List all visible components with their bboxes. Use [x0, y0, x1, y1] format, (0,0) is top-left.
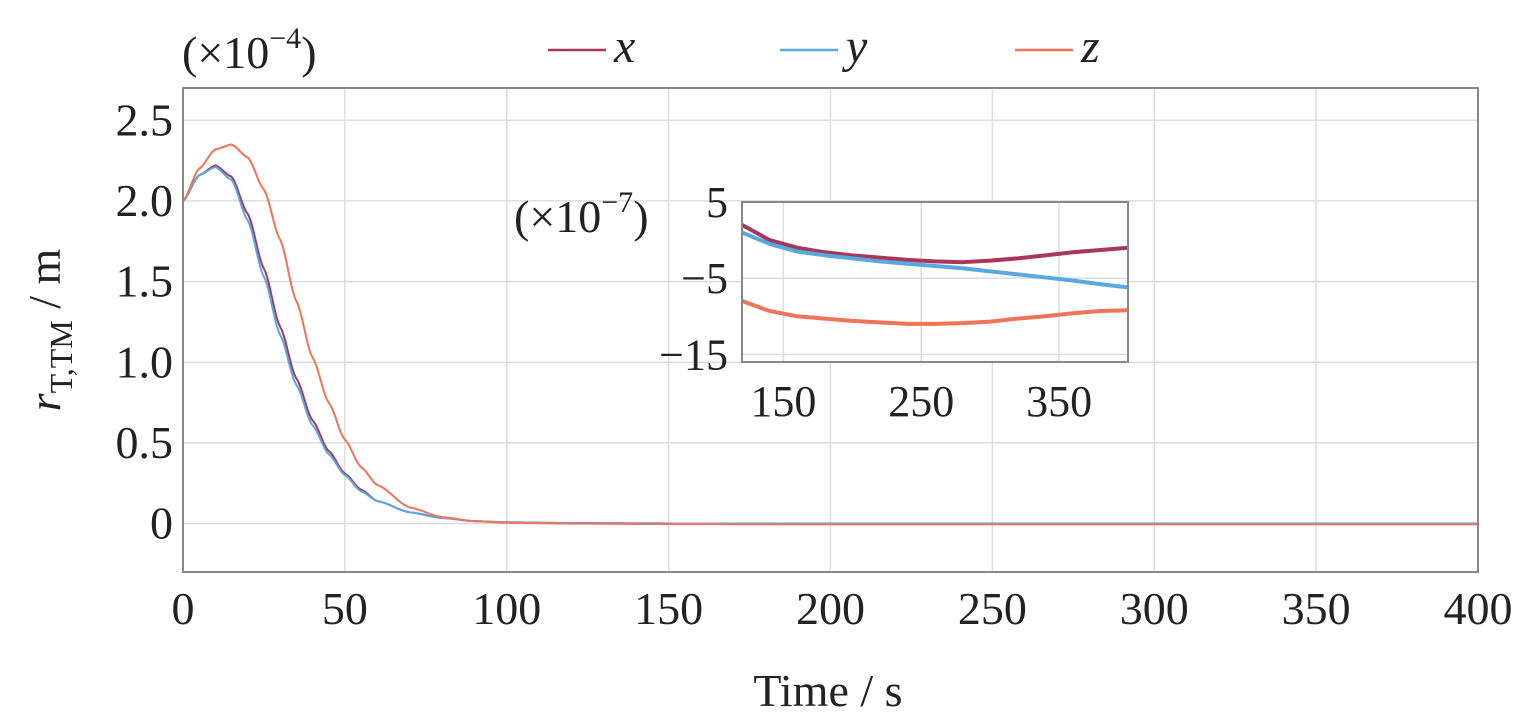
- main-y-tick-label: 0.5: [116, 417, 174, 468]
- main-y-tick-label: 2.0: [116, 175, 174, 226]
- main-x-tick-label: 0: [172, 583, 195, 634]
- inset-chart: 150 250 350 5 −5 −15 (×10−7): [514, 178, 1129, 426]
- main-x-tick-label: 350: [1282, 583, 1351, 634]
- main-x-tick-label: 400: [1444, 583, 1513, 634]
- main-y-tick-label: 1.5: [116, 256, 174, 307]
- legend: x y z: [548, 20, 1100, 73]
- legend-label-z: z: [1080, 20, 1100, 73]
- main-y-tick-label: 0: [150, 498, 173, 549]
- main-y-tick-label: 1.0: [116, 336, 174, 387]
- main-x-tick-label: 250: [958, 583, 1027, 634]
- inset-series-y-line: [741, 230, 1129, 290]
- main-plot-frame: [182, 87, 1479, 573]
- main-x-tick-label: 150: [634, 583, 703, 634]
- main-y-tick-labels: 0 0.5 1.0 1.5 2.0 2.5: [116, 94, 174, 548]
- main-scale-note-close: ): [301, 27, 316, 78]
- inset-x-tick-labels: 150 250 350: [750, 377, 1092, 426]
- inset-series-x-line: [741, 223, 1129, 265]
- x-axis-label: Time / s: [753, 665, 902, 716]
- inset-y-tick-label: 5: [706, 178, 728, 227]
- inset-series-z-line: [741, 299, 1129, 326]
- main-y-tick-label: 2.5: [116, 94, 174, 145]
- inset-background: [742, 202, 1128, 362]
- main-x-tick-label: 300: [1120, 583, 1189, 634]
- inset-plot-frame: [741, 201, 1129, 363]
- inset-y-tick-label: −15: [659, 330, 728, 379]
- inset-scale-note-close: ): [633, 191, 648, 242]
- main-scale-note-exp: −4: [269, 22, 301, 55]
- legend-label-y: y: [841, 20, 868, 73]
- inset-scale-note-exp: −7: [601, 186, 633, 219]
- inset-y-tick-labels: 5 −5 −15: [659, 178, 728, 379]
- inset-x-tick-label: 350: [1026, 377, 1092, 426]
- inset-scale-note-base: (×10: [514, 191, 601, 242]
- inset-y-tick-label: −5: [681, 254, 728, 303]
- main-x-tick-label: 50: [322, 583, 368, 634]
- main-scale-note-base: (×10: [182, 27, 269, 78]
- inset-x-tick-label: 150: [750, 377, 816, 426]
- inset-x-tick-label: 250: [888, 377, 954, 426]
- y-axis-label: rT,TM / m: [19, 248, 79, 411]
- main-x-tick-label: 200: [796, 583, 865, 634]
- y-axis-label-subscript: T,TM: [43, 320, 79, 393]
- main-series-z-line: [182, 143, 1478, 526]
- main-lines: [182, 143, 1478, 526]
- main-scale-note: (×10−4): [182, 22, 317, 78]
- inset-scale-note: (×10−7): [514, 186, 649, 242]
- main-x-tick-labels: 0 50 100 150 200 250 300 350 400: [172, 583, 1513, 634]
- y-axis-label-main: r: [19, 392, 70, 411]
- inset-lines: [741, 223, 1129, 326]
- y-axis-label-unit: / m: [19, 248, 70, 320]
- legend-label-x: x: [613, 20, 635, 73]
- main-x-tick-label: 100: [472, 583, 541, 634]
